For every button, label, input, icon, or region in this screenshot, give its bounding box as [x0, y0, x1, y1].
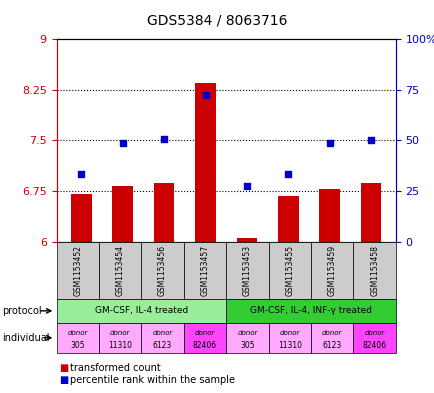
Text: donor: donor: [152, 331, 172, 336]
Bar: [71, 195, 92, 242]
Bar: [236, 238, 256, 242]
Text: percentile rank within the sample: percentile rank within the sample: [69, 375, 234, 385]
Text: GSM1153453: GSM1153453: [242, 244, 251, 296]
Text: donor: donor: [237, 331, 257, 336]
Text: ■: ■: [59, 363, 68, 373]
Text: GSM1153457: GSM1153457: [200, 244, 209, 296]
Text: GSM1153459: GSM1153459: [327, 244, 336, 296]
Text: ■: ■: [59, 375, 68, 385]
Text: 11310: 11310: [108, 341, 132, 350]
Text: individual: individual: [2, 333, 49, 343]
Bar: [154, 183, 174, 242]
Point: [367, 137, 374, 143]
Text: GSM1153458: GSM1153458: [369, 245, 378, 296]
Bar: [112, 186, 133, 242]
Text: donor: donor: [364, 331, 384, 336]
Bar: [277, 196, 298, 242]
Text: GSM1153456: GSM1153456: [158, 244, 167, 296]
Text: 6123: 6123: [153, 341, 172, 350]
Point: [78, 171, 85, 177]
Point: [119, 140, 126, 146]
Text: donor: donor: [110, 331, 130, 336]
Text: 305: 305: [240, 341, 254, 350]
Point: [284, 171, 291, 177]
Text: GSM1153452: GSM1153452: [73, 245, 82, 296]
Bar: [360, 183, 381, 242]
Text: GSM1153455: GSM1153455: [285, 244, 294, 296]
Text: 82406: 82406: [193, 341, 217, 350]
Text: GDS5384 / 8063716: GDS5384 / 8063716: [147, 14, 287, 28]
Bar: [319, 189, 339, 242]
Text: 82406: 82406: [362, 341, 386, 350]
Text: GM-CSF, IL-4, INF-γ treated: GM-CSF, IL-4, INF-γ treated: [250, 307, 371, 315]
Point: [160, 136, 167, 142]
Text: 6123: 6123: [322, 341, 341, 350]
Text: 11310: 11310: [277, 341, 301, 350]
Bar: [195, 83, 215, 242]
Text: donor: donor: [321, 331, 342, 336]
Text: GM-CSF, IL-4 treated: GM-CSF, IL-4 treated: [95, 307, 187, 315]
Text: 305: 305: [70, 341, 85, 350]
Text: donor: donor: [194, 331, 215, 336]
Text: GSM1153454: GSM1153454: [115, 244, 125, 296]
Text: protocol: protocol: [2, 306, 42, 316]
Point: [243, 183, 250, 189]
Text: transformed count: transformed count: [69, 363, 160, 373]
Point: [326, 140, 332, 146]
Text: donor: donor: [279, 331, 299, 336]
Text: donor: donor: [67, 331, 88, 336]
Point: [201, 92, 208, 98]
